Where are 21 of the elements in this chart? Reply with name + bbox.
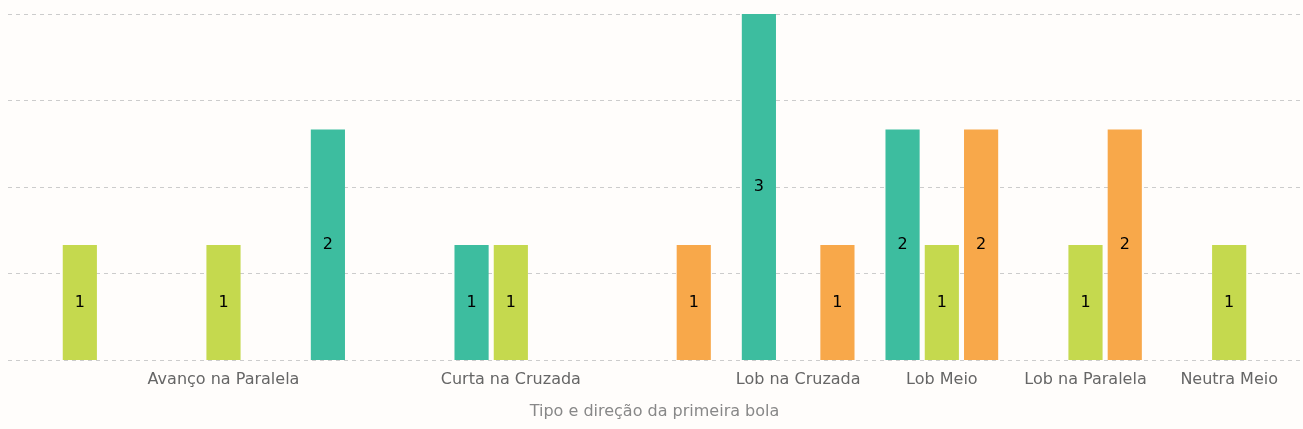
- data-label: 2: [322, 233, 333, 253]
- x-tick-label: Lob na Cruzada: [735, 369, 861, 389]
- data-label: 2: [1119, 233, 1130, 253]
- x-tick-label: Curta na Cruzada: [440, 369, 581, 389]
- x-axis-title: Tipo e direção da primeira bola: [528, 400, 780, 420]
- data-label: 2: [976, 233, 987, 253]
- data-label: 2: [897, 233, 908, 253]
- data-label: 1: [218, 291, 229, 311]
- data-label: 1: [466, 291, 477, 311]
- x-tick-label: Avanço na Paralela: [147, 369, 300, 389]
- data-label: 1: [832, 291, 843, 311]
- data-label: 1: [688, 291, 699, 311]
- x-tick-label: Neutra Meio: [1180, 369, 1278, 389]
- data-label: 1: [505, 291, 516, 311]
- data-label: 1: [1080, 291, 1091, 311]
- x-tick-label: Lob Meio: [906, 369, 978, 389]
- x-tick-label: Lob na Paralela: [1024, 369, 1147, 389]
- data-label: 3: [753, 176, 764, 196]
- data-label: 1: [1224, 291, 1235, 311]
- data-label: 1: [74, 291, 85, 311]
- data-label: 1: [936, 291, 947, 311]
